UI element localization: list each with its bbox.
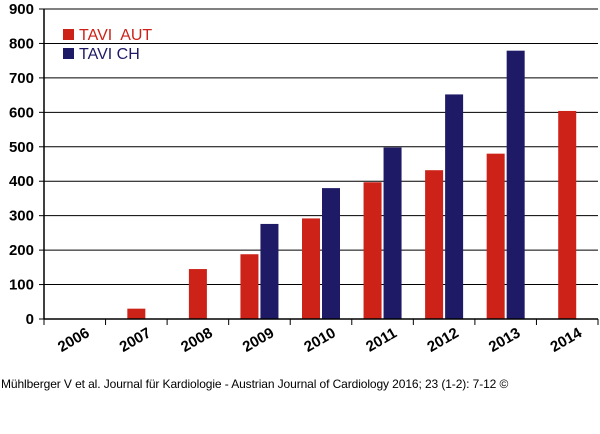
y-tick-label: 900 xyxy=(9,1,34,18)
x-tick-label: 2011 xyxy=(363,325,400,356)
bar-aut-2013 xyxy=(486,153,505,319)
x-tick-label: 2014 xyxy=(547,324,585,356)
y-tick-label: 0 xyxy=(26,311,34,328)
bar-aut-2010 xyxy=(302,218,320,319)
bar-aut-2008 xyxy=(188,269,207,319)
y-tick-label: 200 xyxy=(9,242,34,259)
bar-ch-2010 xyxy=(322,188,340,319)
bar-ch-2009 xyxy=(260,223,279,319)
x-tick-label: 2007 xyxy=(117,324,154,355)
y-tick-label: 100 xyxy=(9,277,34,294)
bar-ch-2013 xyxy=(506,50,525,320)
x-tick-label: 2013 xyxy=(486,324,523,355)
legend-label-ch: TAVI CH xyxy=(79,46,140,63)
x-tick-label: 2010 xyxy=(301,324,338,355)
x-tick-label: 2012 xyxy=(424,324,461,355)
x-tick-label: 2009 xyxy=(240,324,277,355)
x-tick-labels: 2006 2007 2008 2009 2010 2011 2012 2013 2014 xyxy=(55,324,585,356)
gridlines xyxy=(39,8,599,325)
axes xyxy=(43,9,598,320)
x-tick-label: 2006 xyxy=(55,324,92,355)
bars xyxy=(127,50,577,320)
bar-aut-2012 xyxy=(425,170,444,319)
legend: TAVI AUT TAVI CH xyxy=(63,27,152,63)
bar-aut-2009 xyxy=(240,254,259,319)
legend-swatch-aut xyxy=(63,29,74,40)
y-tick-label: 800 xyxy=(9,35,34,52)
bar-aut-2014 xyxy=(558,110,577,319)
legend-swatch-ch xyxy=(63,48,74,59)
y-tick-label: 700 xyxy=(9,70,34,87)
y-tick-labels: 0 100 200 300 400 500 600 700 800 900 xyxy=(9,1,34,328)
bar-ch-2011 xyxy=(383,147,402,319)
legend-label-aut: TAVI AUT xyxy=(79,27,152,44)
y-tick-label: 500 xyxy=(9,139,34,156)
bar-aut-2011 xyxy=(363,182,382,319)
bar-ch-2012 xyxy=(445,94,464,319)
y-tick-label: 400 xyxy=(9,173,34,190)
y-tick-label: 600 xyxy=(9,104,34,121)
x-tick-label: 2008 xyxy=(178,324,215,355)
bar-aut-2007 xyxy=(127,308,146,319)
citation-text: Mühlberger V et al. Journal für Kardiolo… xyxy=(1,377,509,391)
y-tick-label: 300 xyxy=(9,208,34,225)
